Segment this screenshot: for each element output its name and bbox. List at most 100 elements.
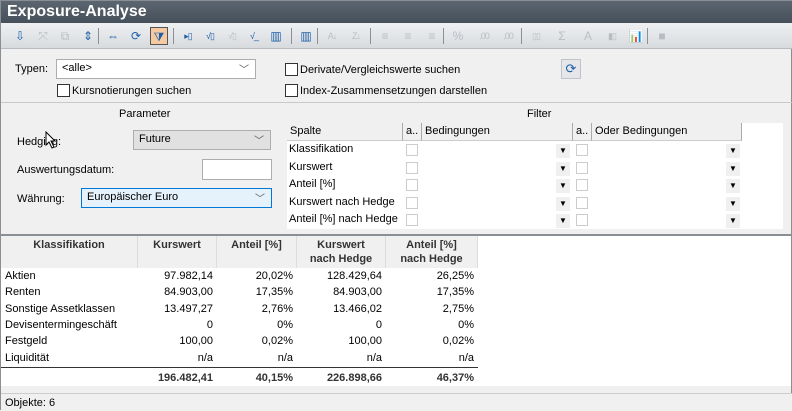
or-condition-dropdown-button[interactable]: ▼ <box>726 196 740 211</box>
toolbar-separator <box>173 28 174 44</box>
filter-and-checkbox[interactable] <box>406 214 418 226</box>
column-insert-icon: ▸▯ <box>184 31 192 41</box>
window-title: Exposure-Analyse <box>7 3 147 20</box>
decrease-decimals-icon: .00 <box>503 31 514 41</box>
waehrung-select[interactable]: Europäischer Euro ﹀ <box>81 188 272 208</box>
fit-width-button[interactable]: ⇔ <box>104 27 122 45</box>
column-settings-button[interactable]: ▥ <box>267 27 285 45</box>
types-select[interactable]: <alle> ﹀ <box>56 59 256 79</box>
condition-dropdown-button[interactable]: ▼ <box>556 179 570 193</box>
column-settings-icon: ▥ <box>270 29 282 43</box>
mouse-cursor-icon <box>45 131 57 149</box>
filter-button[interactable]: ⧩ <box>150 27 168 45</box>
stop-button[interactable]: ■ <box>653 27 671 45</box>
hedging-value: Future <box>139 133 171 145</box>
filter-icon: ⧩ <box>153 30 165 44</box>
bar-chart-button[interactable]: 📊 <box>627 27 645 45</box>
fit-height-button[interactable]: ⇕ <box>79 27 97 45</box>
decrease-decimals-button[interactable]: .00 <box>499 27 517 45</box>
filter-and-checkbox[interactable] <box>406 196 418 209</box>
kursnotierungen-checkbox[interactable] <box>57 84 70 97</box>
column-insert-button[interactable]: ▸▯ <box>179 27 197 45</box>
sort-ascending-icon: A↓ <box>327 31 338 41</box>
sort-ascending-button[interactable]: A↓ <box>323 27 341 45</box>
sort-descending-button[interactable]: Z↓ <box>347 27 365 45</box>
filter-header-1[interactable]: a.. <box>403 123 422 141</box>
toolbar-separator <box>443 28 444 44</box>
grid-header-2[interactable]: Anteil [%] <box>217 236 297 268</box>
align-right-button[interactable]: ≡ <box>423 27 441 45</box>
filter-grid[interactable]: Spalte a.. Bedingungen a.. Oder Bedingungen K… <box>287 123 783 229</box>
cell-value: 0% <box>277 318 293 331</box>
cell-value: 128.429,64 <box>326 270 382 282</box>
filter-and-checkbox[interactable] <box>406 161 418 174</box>
filter-header-4[interactable]: Oder Bedingungen <box>592 123 742 141</box>
formula-button[interactable]: √▯ <box>223 27 241 45</box>
cell-value: 100,00 <box>179 335 213 348</box>
toolbar-separator <box>291 28 292 44</box>
results-grid[interactable]: Klassifikation Kurswert Anteil [%] Kurswert… <box>1 234 791 386</box>
toolbar-separator <box>647 28 648 44</box>
condition-dropdown-button[interactable]: ▼ <box>556 161 570 176</box>
row-label: Liquidität <box>5 351 50 364</box>
align-center-icon: ≡ <box>404 29 412 43</box>
condition-dropdown-button[interactable]: ▼ <box>556 144 570 158</box>
column-width-button[interactable]: ▯▯ <box>527 27 545 45</box>
filter-and-checkbox[interactable] <box>406 144 418 156</box>
filter-or-checkbox[interactable] <box>576 196 588 209</box>
grid-header-1[interactable]: Kurswert <box>138 236 217 268</box>
or-condition-dropdown-button[interactable]: ▼ <box>726 161 740 176</box>
sum-button[interactable]: Σ <box>553 27 571 45</box>
percent-button[interactable]: % <box>449 27 467 45</box>
or-condition-dropdown-button[interactable]: ▼ <box>726 144 740 158</box>
align-left-button[interactable]: ≡ <box>376 27 394 45</box>
filter-or-checkbox[interactable] <box>576 144 588 156</box>
refresh-button[interactable]: ⟳ <box>127 27 145 45</box>
toolbar-separator <box>370 28 371 44</box>
align-left-icon: ≡ <box>381 29 389 43</box>
cell-value: 0 <box>206 318 213 331</box>
column-width-icon: ▯▯ <box>532 31 541 41</box>
object-count: Objekte: 6 <box>5 397 56 409</box>
chart-gray-button[interactable]: ▮▯ <box>603 27 621 45</box>
columns-button[interactable]: ▥ <box>297 27 315 45</box>
hedging-select[interactable]: Future ﹀ <box>133 130 271 150</box>
formula-underline-icon: √_ <box>250 31 259 41</box>
search-refresh-button[interactable]: ⟳ <box>561 59 581 79</box>
font-button[interactable]: A <box>579 27 597 45</box>
grid-header-0[interactable]: Klassifikation <box>1 236 138 268</box>
grid-header-3[interactable]: Kurswert nach Hedge <box>297 236 386 268</box>
derivate-checkbox[interactable] <box>285 63 298 76</box>
or-condition-dropdown-button[interactable]: ▼ <box>726 214 740 228</box>
or-condition-dropdown-button[interactable]: ▼ <box>726 179 740 193</box>
filter-row-label: Klassifikation <box>289 143 354 155</box>
filter-header-2[interactable]: Bedingungen <box>422 123 573 141</box>
expand-button[interactable]: ⤧ <box>34 27 52 45</box>
cell-value: 17,35% <box>436 286 474 299</box>
align-right-icon: ≡ <box>428 29 436 43</box>
grid-header-4[interactable]: Anteil [%] nach Hedge <box>386 236 478 268</box>
condition-dropdown-button[interactable]: ▼ <box>556 214 570 228</box>
filter-or-checkbox[interactable] <box>576 179 588 191</box>
column-formula-button[interactable]: √▯ <box>201 27 219 45</box>
filter-header-0[interactable]: Spalte <box>287 123 403 141</box>
sum-icon: Σ <box>558 29 566 43</box>
filter-header-3[interactable]: a.. <box>573 123 592 141</box>
cell-value: 0 <box>375 318 382 331</box>
condition-dropdown-button[interactable]: ▼ <box>556 196 570 211</box>
filter-or-checkbox[interactable] <box>576 214 588 226</box>
import-icon: ⇩ <box>14 29 26 43</box>
filter-and-checkbox[interactable] <box>406 179 418 191</box>
import-button[interactable]: ⇩ <box>11 27 29 45</box>
filter-or-checkbox[interactable] <box>576 161 588 174</box>
index-checkbox[interactable] <box>285 84 298 97</box>
copy-button[interactable]: ⧉ <box>56 27 74 45</box>
increase-decimals-icon: .00 <box>479 31 490 41</box>
formula-underline-button[interactable]: √_ <box>245 27 263 45</box>
increase-decimals-button[interactable]: .00 <box>475 27 493 45</box>
align-center-button[interactable]: ≡ <box>399 27 417 45</box>
index-label: Index-Zusammensetzungen darstellen <box>300 85 488 97</box>
waehrung-label: Währung: <box>17 193 65 205</box>
cell-value: 84.903,00 <box>164 286 213 299</box>
datum-input[interactable] <box>202 159 272 180</box>
